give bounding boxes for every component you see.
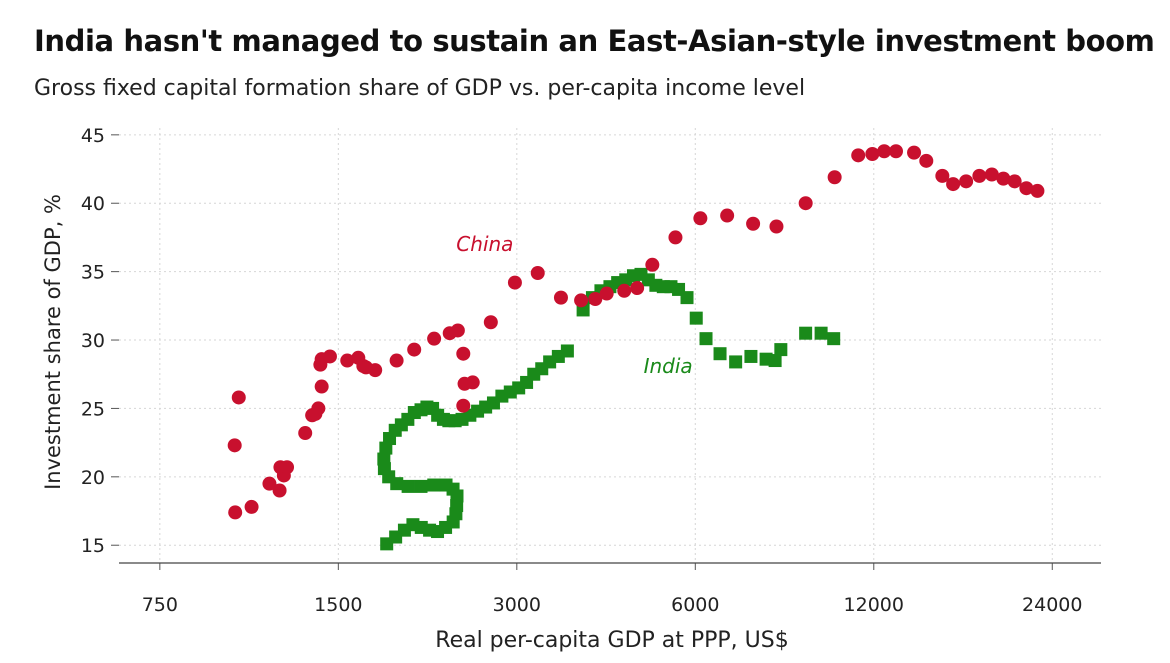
- china-data-point: [1007, 174, 1022, 189]
- china-data-point: [228, 505, 243, 520]
- y-tick-label: 40: [81, 193, 105, 215]
- india-data-point: [729, 355, 743, 369]
- china-data-point: [877, 144, 892, 159]
- china-data-point: [984, 167, 999, 182]
- china-data-point: [280, 460, 295, 475]
- china-data-point: [693, 211, 708, 226]
- china-data-point: [720, 208, 735, 223]
- india-data-point: [827, 332, 841, 346]
- x-tick-label: 3000: [493, 594, 541, 616]
- china-data-point: [507, 275, 522, 290]
- china-data-point: [935, 168, 950, 183]
- india-data-point: [814, 326, 828, 340]
- china-data-point: [456, 398, 471, 413]
- india-series-label: India: [644, 354, 693, 378]
- china-data-point: [972, 168, 987, 183]
- china-data-point: [368, 363, 383, 378]
- china-data-point: [1030, 183, 1045, 198]
- china-data-point: [645, 257, 660, 272]
- x-tick-label: 24000: [1022, 594, 1082, 616]
- india-data-point: [774, 343, 788, 357]
- china-data-point: [340, 353, 355, 368]
- china-data-point: [617, 283, 632, 298]
- y-tick-label: 30: [81, 330, 105, 352]
- china-data-point: [907, 145, 922, 160]
- china-series: [227, 144, 1045, 520]
- data-points: India China: [227, 144, 1045, 551]
- y-axis-label: Investment share of GDP, %: [41, 194, 65, 490]
- india-data-point: [768, 354, 782, 368]
- china-data-point: [298, 426, 313, 441]
- china-data-point: [389, 353, 404, 368]
- india-data-point: [699, 332, 713, 346]
- india-data-point: [427, 478, 441, 492]
- india-data-point: [439, 478, 453, 492]
- china-data-point: [308, 406, 323, 421]
- china-data-point: [427, 331, 442, 346]
- china-data-point: [630, 281, 645, 296]
- axes: 15 20 25 30 35 40 45 750 1500 3000 6000 12000 24000: [81, 125, 1101, 616]
- china-data-point: [668, 230, 683, 245]
- x-tick-label: 750: [142, 594, 178, 616]
- india-data-point: [713, 347, 727, 361]
- x-tick-label: 1500: [314, 594, 362, 616]
- india-data-point: [414, 479, 428, 493]
- india-series: [377, 267, 841, 551]
- y-tick-label: 15: [81, 535, 105, 557]
- china-data-point: [746, 216, 761, 231]
- china-data-point: [574, 293, 589, 308]
- chart-title: India hasn't managed to sustain an East-…: [34, 24, 1155, 58]
- china-data-point: [827, 170, 842, 185]
- china-data-point: [231, 390, 246, 405]
- grid-lines: [119, 128, 1101, 563]
- china-data-point: [1019, 181, 1034, 196]
- china-data-point: [322, 349, 337, 364]
- india-data-point: [799, 326, 813, 340]
- x-axis-label: Real per-capita GDP at PPP, US$: [435, 628, 788, 653]
- china-data-point: [798, 196, 813, 211]
- india-data-point: [689, 311, 703, 325]
- china-data-point: [769, 219, 784, 234]
- china-data-point: [588, 291, 603, 306]
- china-data-point: [456, 346, 471, 361]
- china-data-point: [530, 266, 545, 280]
- china-data-point: [465, 375, 480, 390]
- china-data-point: [407, 342, 422, 357]
- china-data-point: [996, 171, 1011, 186]
- china-data-point: [262, 476, 277, 491]
- india-data-point: [744, 349, 758, 363]
- china-data-point: [244, 499, 259, 514]
- china-data-point: [888, 144, 903, 159]
- china-data-point: [483, 315, 498, 330]
- india-data-point: [377, 452, 391, 466]
- china-data-point: [314, 379, 329, 394]
- chart-subtitle: Gross fixed capital formation share of G…: [34, 76, 806, 101]
- y-tick-label: 20: [81, 467, 105, 489]
- india-data-point: [401, 479, 415, 493]
- y-tick-label: 35: [81, 262, 105, 284]
- china-data-point: [851, 148, 866, 163]
- india-data-point: [680, 291, 694, 305]
- china-data-point: [959, 174, 974, 189]
- china-data-point: [450, 323, 465, 338]
- china-data-point: [946, 177, 961, 192]
- x-tick-label: 12000: [844, 594, 904, 616]
- china-data-point: [865, 146, 880, 161]
- china-data-point: [227, 438, 242, 453]
- china-data-point: [272, 483, 287, 498]
- china-data-point: [919, 153, 934, 168]
- india-data-point: [560, 344, 574, 358]
- china-series-label: China: [456, 232, 513, 256]
- y-tick-label: 45: [81, 125, 105, 147]
- y-tick-label: 25: [81, 398, 105, 420]
- x-tick-label: 6000: [671, 594, 719, 616]
- china-data-point: [599, 286, 614, 301]
- china-data-point: [553, 290, 568, 305]
